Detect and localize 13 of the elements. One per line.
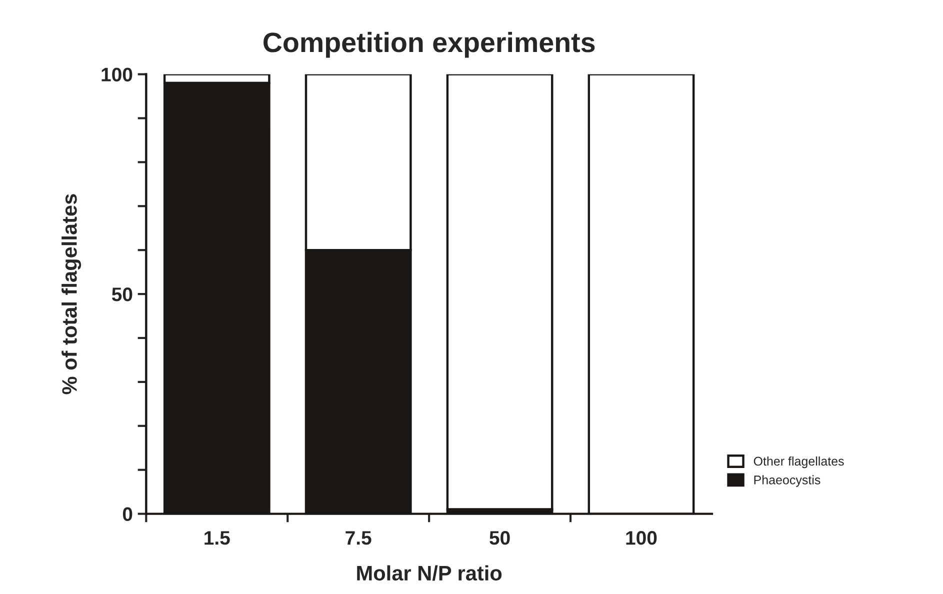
x-tick-label: 50 (490, 530, 510, 545)
x-tick-label: 100 (626, 530, 657, 545)
y-axis-title: % of total flagellates (62, 194, 82, 394)
x-tick-label: 7.5 (346, 531, 372, 545)
bar (446, 74, 554, 511)
legend-label: Other flagellates (754, 456, 844, 468)
x-axis-title: Molar N/P ratio (357, 565, 502, 581)
x-tick-label: 1.5 (204, 531, 230, 545)
legend-label: Phaeocystis (754, 475, 820, 487)
y-tick-label: 50 (112, 288, 132, 302)
y-tick-label: 0 (122, 507, 132, 522)
chart-title: Competition experiments (264, 32, 595, 58)
y-tick-label: 100 (102, 68, 132, 82)
